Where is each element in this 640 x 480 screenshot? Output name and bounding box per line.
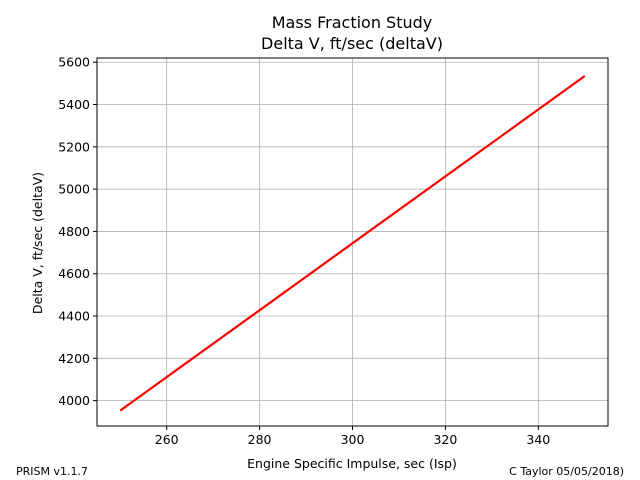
y-tick-label: 5400 xyxy=(58,97,90,112)
footer-right: C Taylor 05/05/2018) xyxy=(509,465,624,478)
y-tick-label: 4600 xyxy=(58,266,90,281)
y-tick-label: 5000 xyxy=(58,182,90,197)
x-tick-label: 340 xyxy=(526,432,550,447)
x-tick-label: 280 xyxy=(248,432,272,447)
x-tick-label: 320 xyxy=(433,432,457,447)
footer-left: PRISM v1.1.7 xyxy=(16,465,88,478)
series-line xyxy=(119,75,586,412)
y-tick-label: 4200 xyxy=(58,351,90,366)
grid xyxy=(97,58,608,426)
y-tick-label: 4800 xyxy=(58,224,90,239)
y-tick-label: 4400 xyxy=(58,309,90,324)
chart-title-line: Delta V, ft/sec (deltaV) xyxy=(261,34,443,53)
x-tick-label: 260 xyxy=(155,432,179,447)
y-tick-label: 4000 xyxy=(58,393,90,408)
x-axis-label: Engine Specific Impulse, sec (Isp) xyxy=(247,456,457,471)
y-tick-label: 5600 xyxy=(58,55,90,70)
ticks: 260 280 300 320 340 4000 4200 4400 4600 4800 5000 5… xyxy=(58,55,550,447)
y-tick-label: 5200 xyxy=(58,139,90,154)
x-tick-label: 300 xyxy=(341,432,365,447)
series-layer xyxy=(119,75,586,412)
chart-title: Mass Fraction Study Delta V, ft/sec (delt… xyxy=(261,13,443,53)
chart-title-line: Mass Fraction Study xyxy=(272,13,433,32)
y-axis-label: Delta V, ft/sec (deltaV) xyxy=(30,172,45,314)
